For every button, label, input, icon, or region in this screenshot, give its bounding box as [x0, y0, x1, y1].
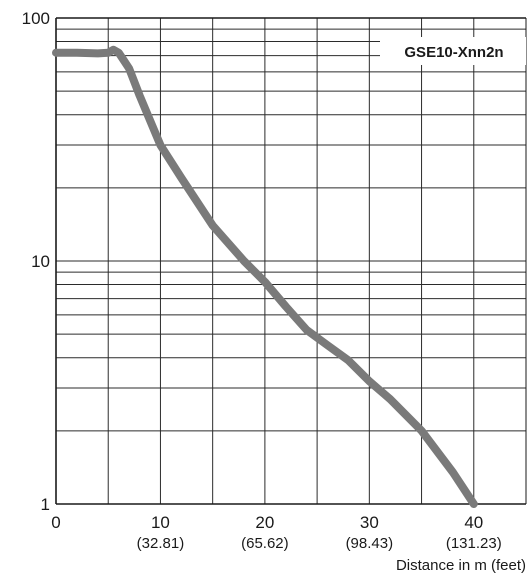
- y-tick-label: 1: [41, 495, 50, 514]
- x-axis-label: Distance in m (feet): [396, 557, 526, 574]
- legend: GSE10-Xnn2n: [380, 37, 526, 65]
- chart-grid: [56, 18, 526, 504]
- legend-box: [380, 37, 526, 65]
- y-tick-label: 10: [31, 252, 50, 271]
- x-tick-label: 20: [255, 513, 274, 532]
- series-line: [52, 45, 478, 508]
- x-tick-label: 30: [360, 513, 379, 532]
- tick-labels: 0 10 (32.81) 20 (65.62) 30 (98.43) 40 (131.23) 1 1…: [22, 9, 502, 552]
- x-tick-sublabel: (65.62): [241, 535, 289, 552]
- x-tick-label: 40: [464, 513, 483, 532]
- series-layer: [52, 45, 478, 508]
- series-label: GSE10-Xnn2n: [404, 44, 503, 61]
- x-tick-sublabel: (98.43): [346, 535, 394, 552]
- x-tick-label: 0: [51, 513, 60, 532]
- y-tick-label: 100: [22, 9, 50, 28]
- x-tick-sublabel: (131.23): [446, 535, 502, 552]
- x-tick-sublabel: (32.81): [137, 535, 185, 552]
- x-tick-label: 10: [151, 513, 170, 532]
- chart-axes: [55, 17, 527, 505]
